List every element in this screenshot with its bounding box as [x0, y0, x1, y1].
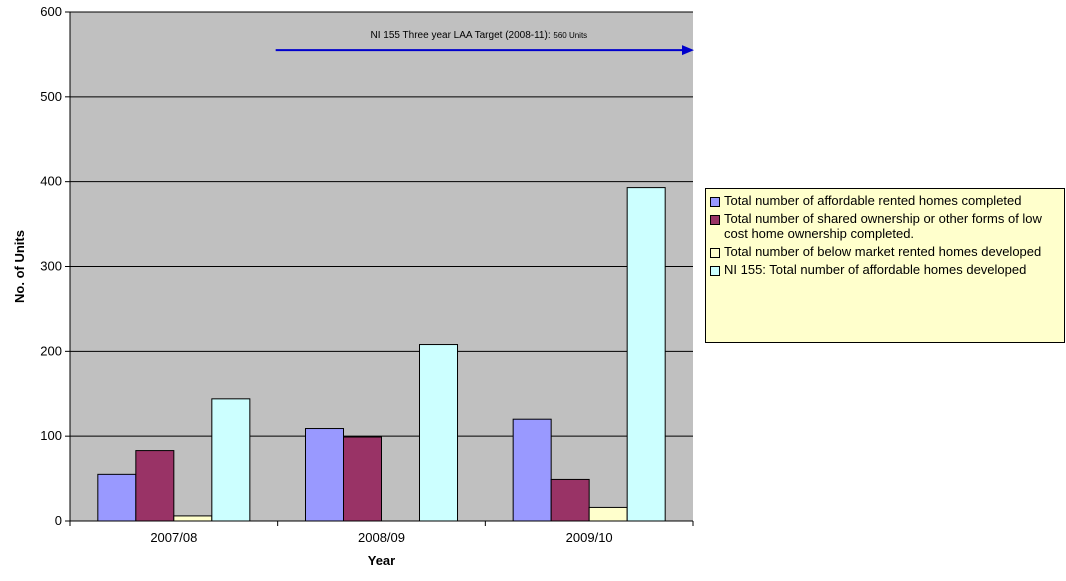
target-arrow-head	[682, 45, 694, 56]
bar	[588, 506, 628, 522]
bar	[173, 515, 213, 522]
x-tick-label: 2008/09	[358, 530, 405, 545]
bar	[211, 398, 251, 522]
legend-swatch	[710, 266, 720, 276]
y-tick-label: 300	[40, 259, 62, 274]
y-tick-label: 0	[55, 513, 62, 528]
x-tick-label: 2009/10	[566, 530, 613, 545]
target-annotation-text: NI 155 Three year LAA Target (2008-11): …	[370, 30, 587, 41]
y-tick-label: 100	[40, 428, 62, 443]
y-tick-label: 400	[40, 174, 62, 189]
y-tick-label: 600	[40, 4, 62, 19]
bar	[626, 187, 666, 522]
legend-swatch	[710, 215, 720, 225]
legend-item: Total number of shared ownership or othe…	[710, 211, 1060, 241]
legend: Total number of affordable rented homes …	[705, 188, 1065, 343]
legend-swatch	[710, 248, 720, 258]
legend-item: Total number of below market rented home…	[710, 244, 1060, 259]
bar	[512, 418, 552, 522]
gridlines	[70, 11, 693, 437]
bar	[419, 344, 459, 522]
legend-label: Total number of shared ownership or othe…	[724, 211, 1042, 241]
y-tick-label: 200	[40, 343, 62, 358]
legend-item: NI 155: Total number of affordable homes…	[710, 262, 1060, 277]
bar	[97, 473, 137, 522]
legend-item: Total number of affordable rented homes …	[710, 193, 1060, 208]
bar	[342, 436, 383, 522]
bar	[135, 450, 175, 522]
legend-label: Total number of below market rented home…	[724, 244, 1042, 259]
legend-label: Total number of affordable rented homes …	[724, 193, 1022, 208]
bars	[97, 187, 666, 522]
y-axis-title: No. of Units	[12, 230, 27, 303]
legend-label: NI 155: Total number of affordable homes…	[724, 262, 1027, 277]
axes: 0 100 200 300 400 500 600 2007/08 2008/09 2009/10	[40, 4, 694, 545]
target-annotation: NI 155 Three year LAA Target (2008-11): …	[275, 30, 694, 56]
bar	[550, 478, 590, 522]
x-axis-title: Year	[368, 553, 395, 568]
bar	[304, 428, 344, 522]
legend-swatch	[710, 197, 720, 207]
x-tick-label: 2007/08	[150, 530, 197, 545]
y-tick-label: 500	[40, 89, 62, 104]
